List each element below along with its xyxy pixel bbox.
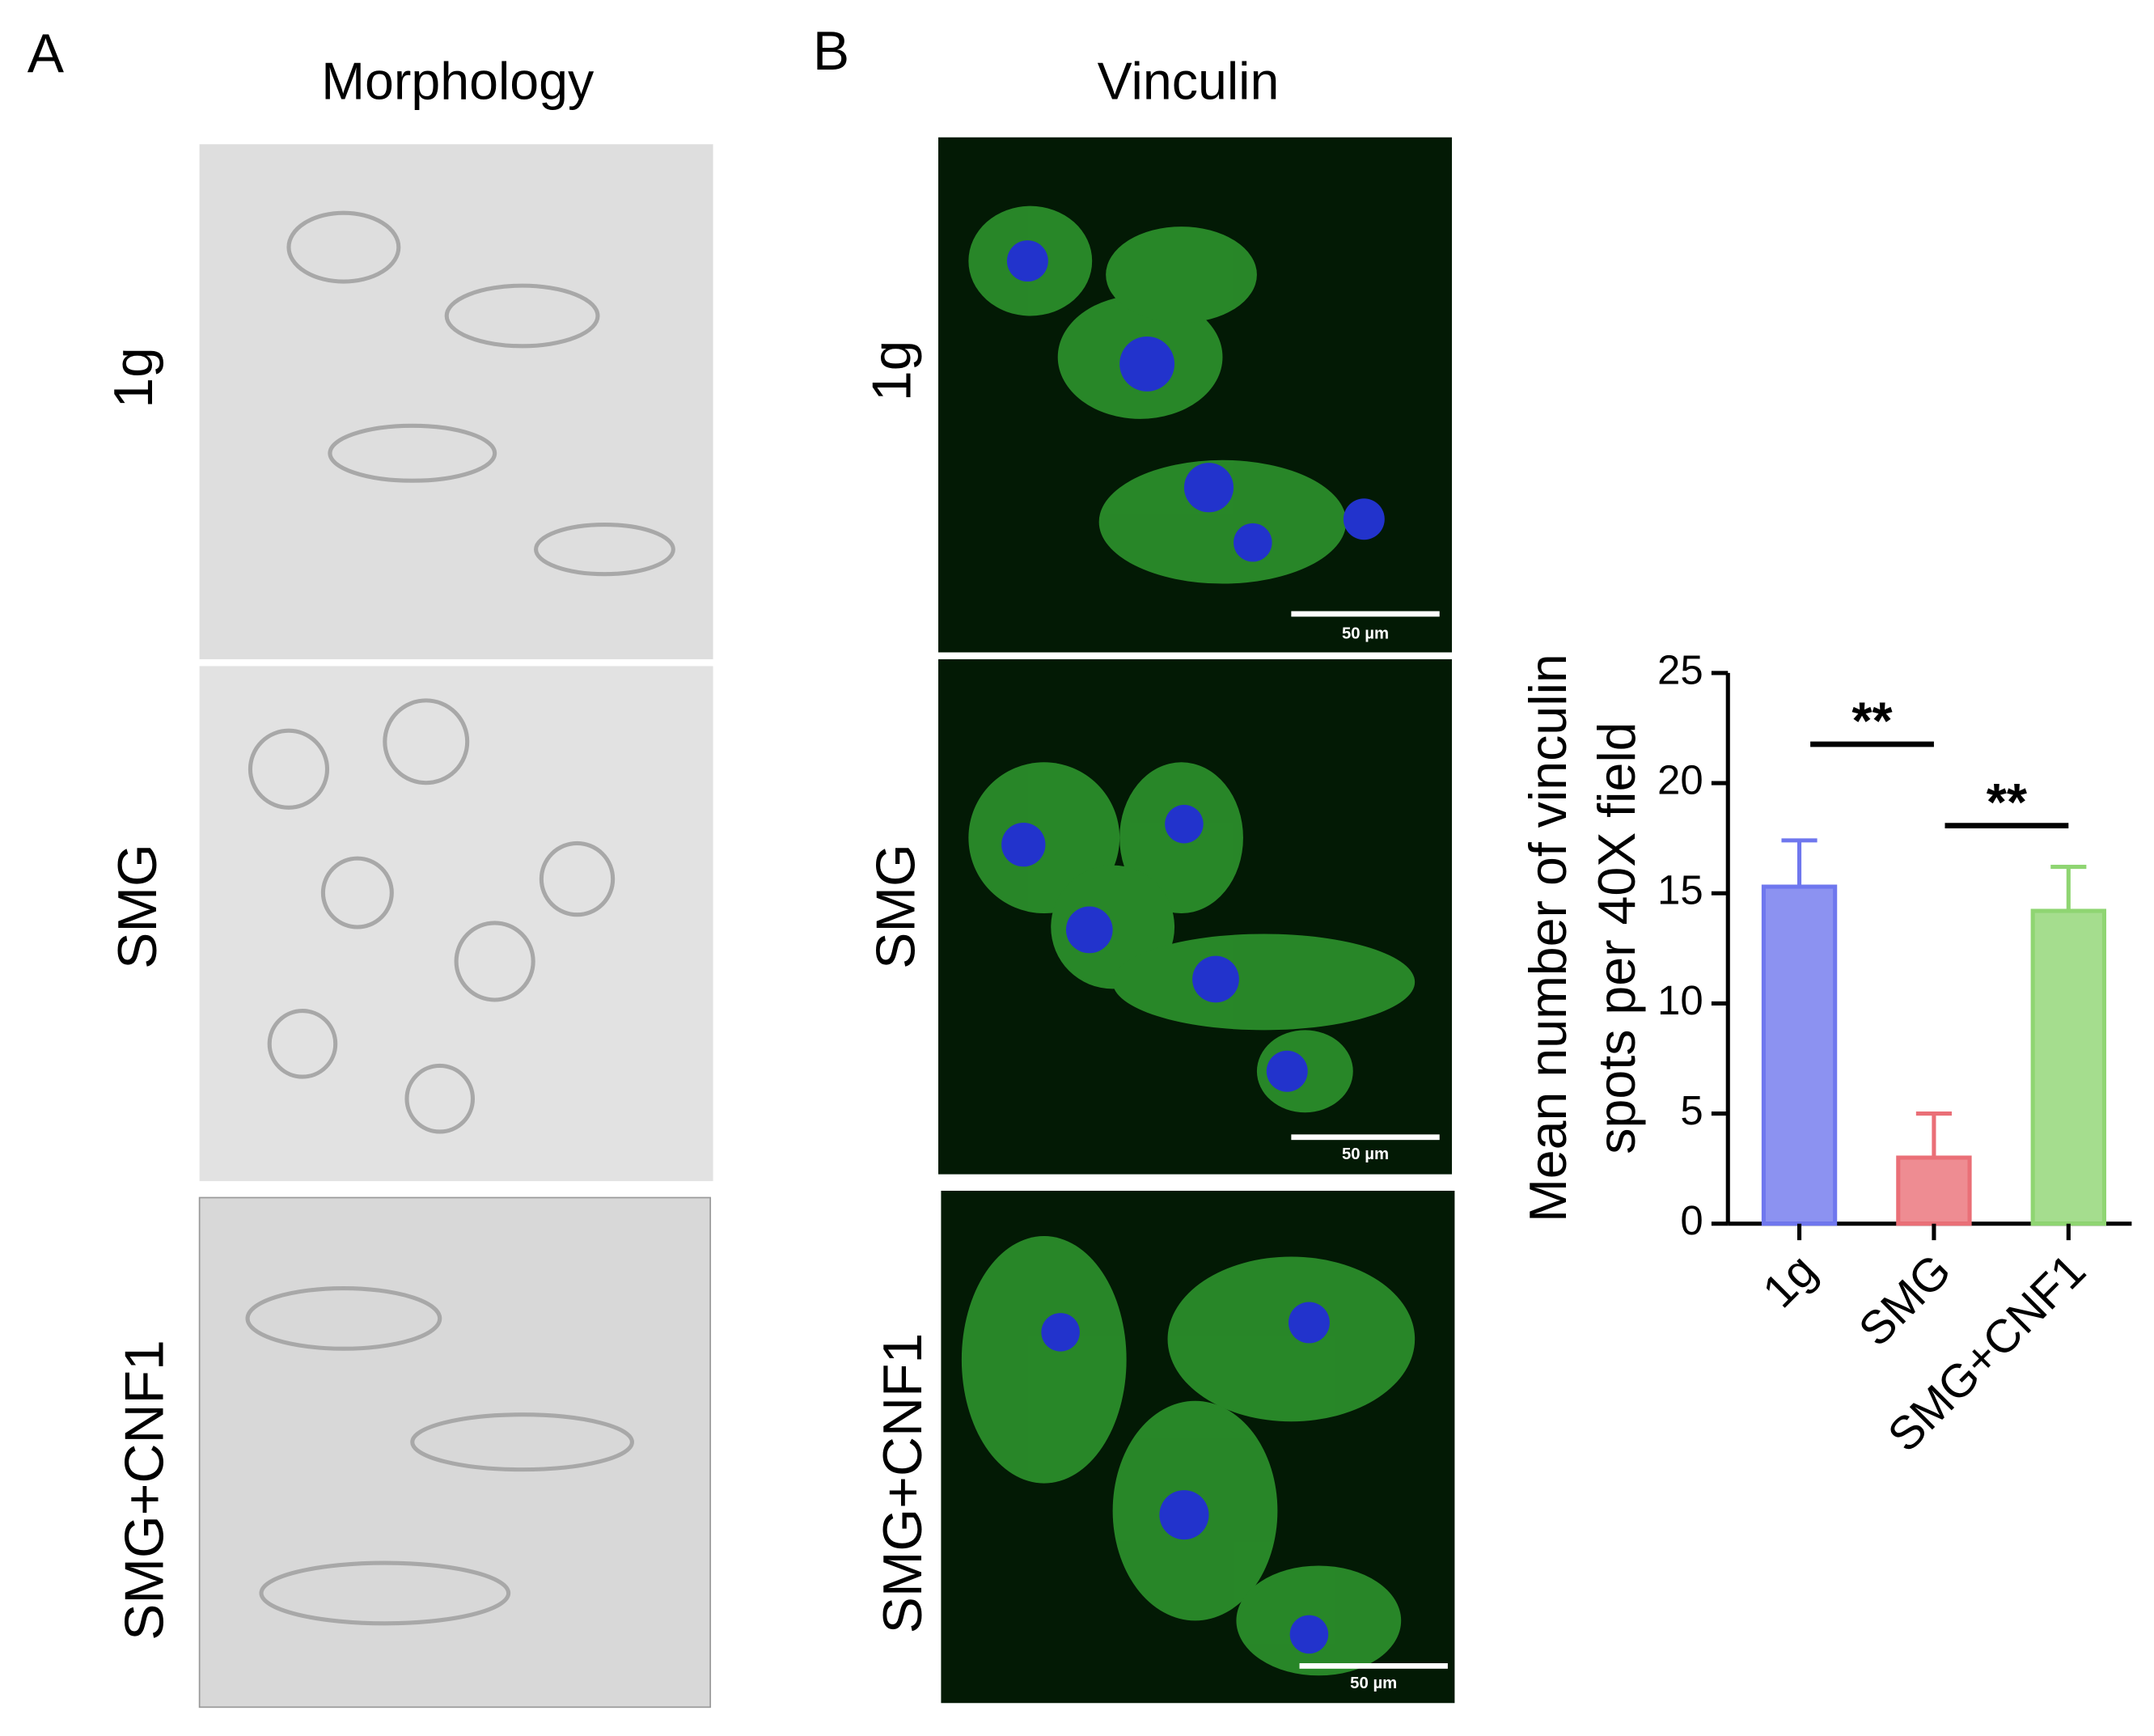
micrograph	[199, 666, 713, 1182]
bar	[2030, 908, 2106, 1226]
scale-bars	[1291, 611, 1448, 1669]
micrograph	[199, 144, 713, 659]
row-label: SMG+CNF1	[873, 1333, 933, 1634]
scale-bar-label: 50 µm	[1342, 625, 1389, 643]
row-label: SMG	[865, 844, 926, 969]
y-axis-label: spots per 40X field	[1588, 722, 1646, 1154]
panel-label: B	[813, 21, 849, 82]
scale-bar-label: 50 µm	[1342, 1145, 1389, 1163]
y-tick-label: 0	[1680, 1197, 1703, 1243]
row-label: SMG+CNF1	[115, 1340, 176, 1641]
x-tick-label: 1g	[1753, 1244, 1826, 1318]
y-tick-label: 25	[1657, 646, 1703, 692]
micrograph	[198, 1196, 712, 1708]
panel-label: A	[28, 23, 65, 84]
cells	[961, 205, 1416, 1676]
row-label: 1g	[104, 347, 164, 409]
bar	[1761, 884, 1838, 1226]
y-tick-label: 10	[1657, 977, 1703, 1023]
panel-title: Morphology	[321, 52, 595, 110]
row-label: SMG	[108, 844, 168, 969]
scale-bar-label: 50 µm	[1350, 1675, 1397, 1692]
significance-label: **	[1851, 692, 1893, 750]
fluorescence-image	[938, 658, 1452, 1175]
y-tick-label: 20	[1657, 757, 1703, 803]
y-axis-label: Mean number of vinculin	[1519, 654, 1577, 1222]
y-tick-label: 15	[1657, 867, 1703, 913]
x-tick-label: SMG	[1849, 1244, 1961, 1356]
bar	[1896, 1155, 1972, 1226]
y-tick-label: 5	[1680, 1087, 1703, 1133]
significance-label: **	[1987, 773, 2028, 832]
row-label: 1g	[861, 341, 922, 402]
cells	[245, 210, 675, 1626]
panel-title: Vinculin	[1098, 52, 1280, 110]
